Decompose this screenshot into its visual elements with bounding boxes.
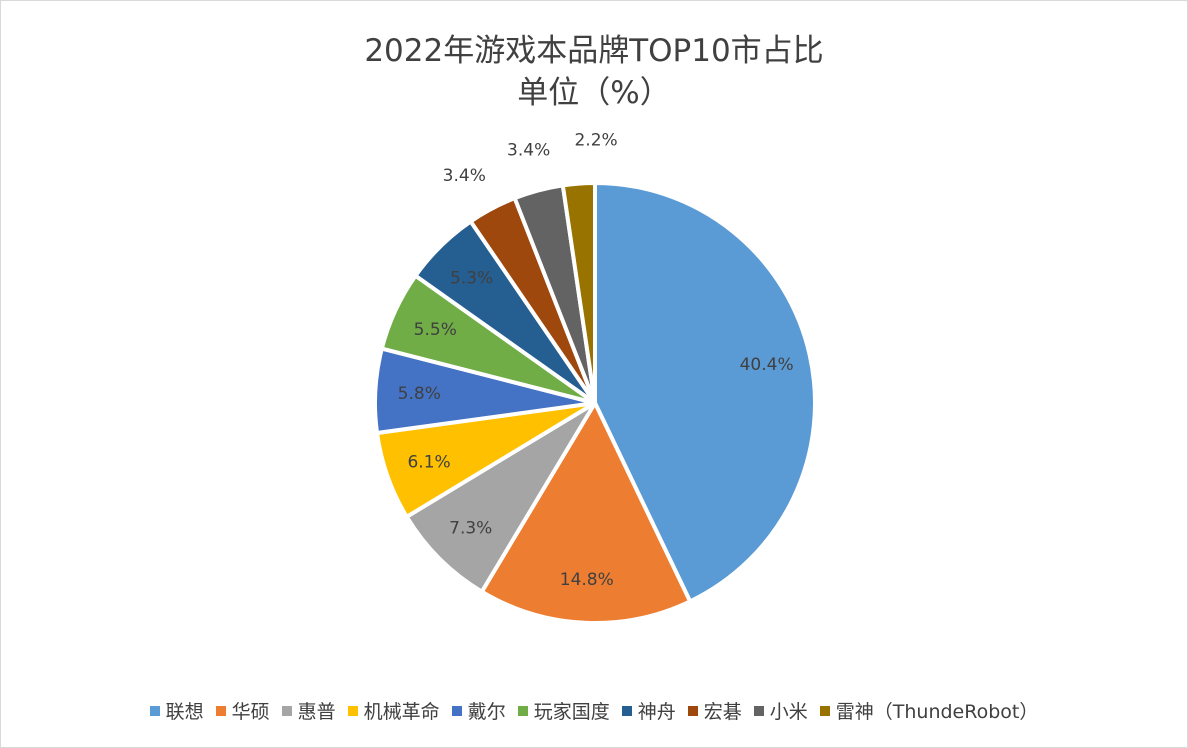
chart-title: 2022年游戏本品牌TOP10市占比 [364,33,824,69]
data-label-2: 7.3% [449,519,492,539]
data-label-3: 6.1% [407,453,450,473]
chart-subtitle: 单位（%） [517,75,671,111]
pie-slice-1 [479,401,693,625]
legend-item-7: 宏碁 [687,697,742,724]
legend-label: 小米 [769,701,808,723]
legend-item-1: 华硕 [215,697,270,724]
legend: 联想 华硕 惠普 机械革命 戴尔 玩家国度 神舟 宏碁 小米 雷神（ThundeRobot） [1,697,1187,724]
legend-swatch [687,705,698,716]
legend-swatch [621,705,632,716]
data-label-7: 3.4% [443,166,486,186]
legend-label: 机械革命 [363,701,440,723]
legend-item-5: 玩家国度 [517,697,610,724]
pie-slice-0 [593,181,818,604]
legend-swatch [517,705,528,716]
data-label-9: 2.2% [574,131,617,151]
data-label-8: 3.4% [507,141,550,161]
legend-swatch [215,705,226,716]
legend-label: 宏碁 [703,701,742,723]
data-label-0: 40.4% [740,355,794,375]
legend-swatch [451,705,462,716]
legend-item-0: 联想 [149,697,204,724]
legend-label: 玩家国度 [533,701,610,723]
legend-label: 惠普 [297,701,336,723]
legend-label: 联想 [165,701,204,723]
legend-swatch [347,705,358,716]
legend-item-4: 戴尔 [451,697,506,724]
legend-swatch [281,705,292,716]
pie-slice-9 [560,181,597,405]
legend-label: 戴尔 [467,701,506,723]
legend-label: 雷神（ThundeRobot） [835,701,1039,723]
legend-item-8: 小米 [753,697,808,724]
legend-label: 华硕 [231,701,270,723]
data-label-4: 5.8% [398,384,441,404]
legend-item-6: 神舟 [621,697,676,724]
data-label-1: 14.8% [560,570,614,590]
legend-swatch [149,705,160,716]
data-label-6: 5.3% [450,269,493,289]
legend-label: 神舟 [637,701,676,723]
legend-item-3: 机械革命 [347,697,440,724]
legend-item-2: 惠普 [281,697,336,724]
data-label-5: 5.5% [414,320,457,340]
legend-swatch [753,705,764,716]
pie-slice-2 [404,401,597,594]
legend-swatch [819,705,830,716]
legend-item-9: 雷神（ThundeRobot） [819,697,1039,724]
